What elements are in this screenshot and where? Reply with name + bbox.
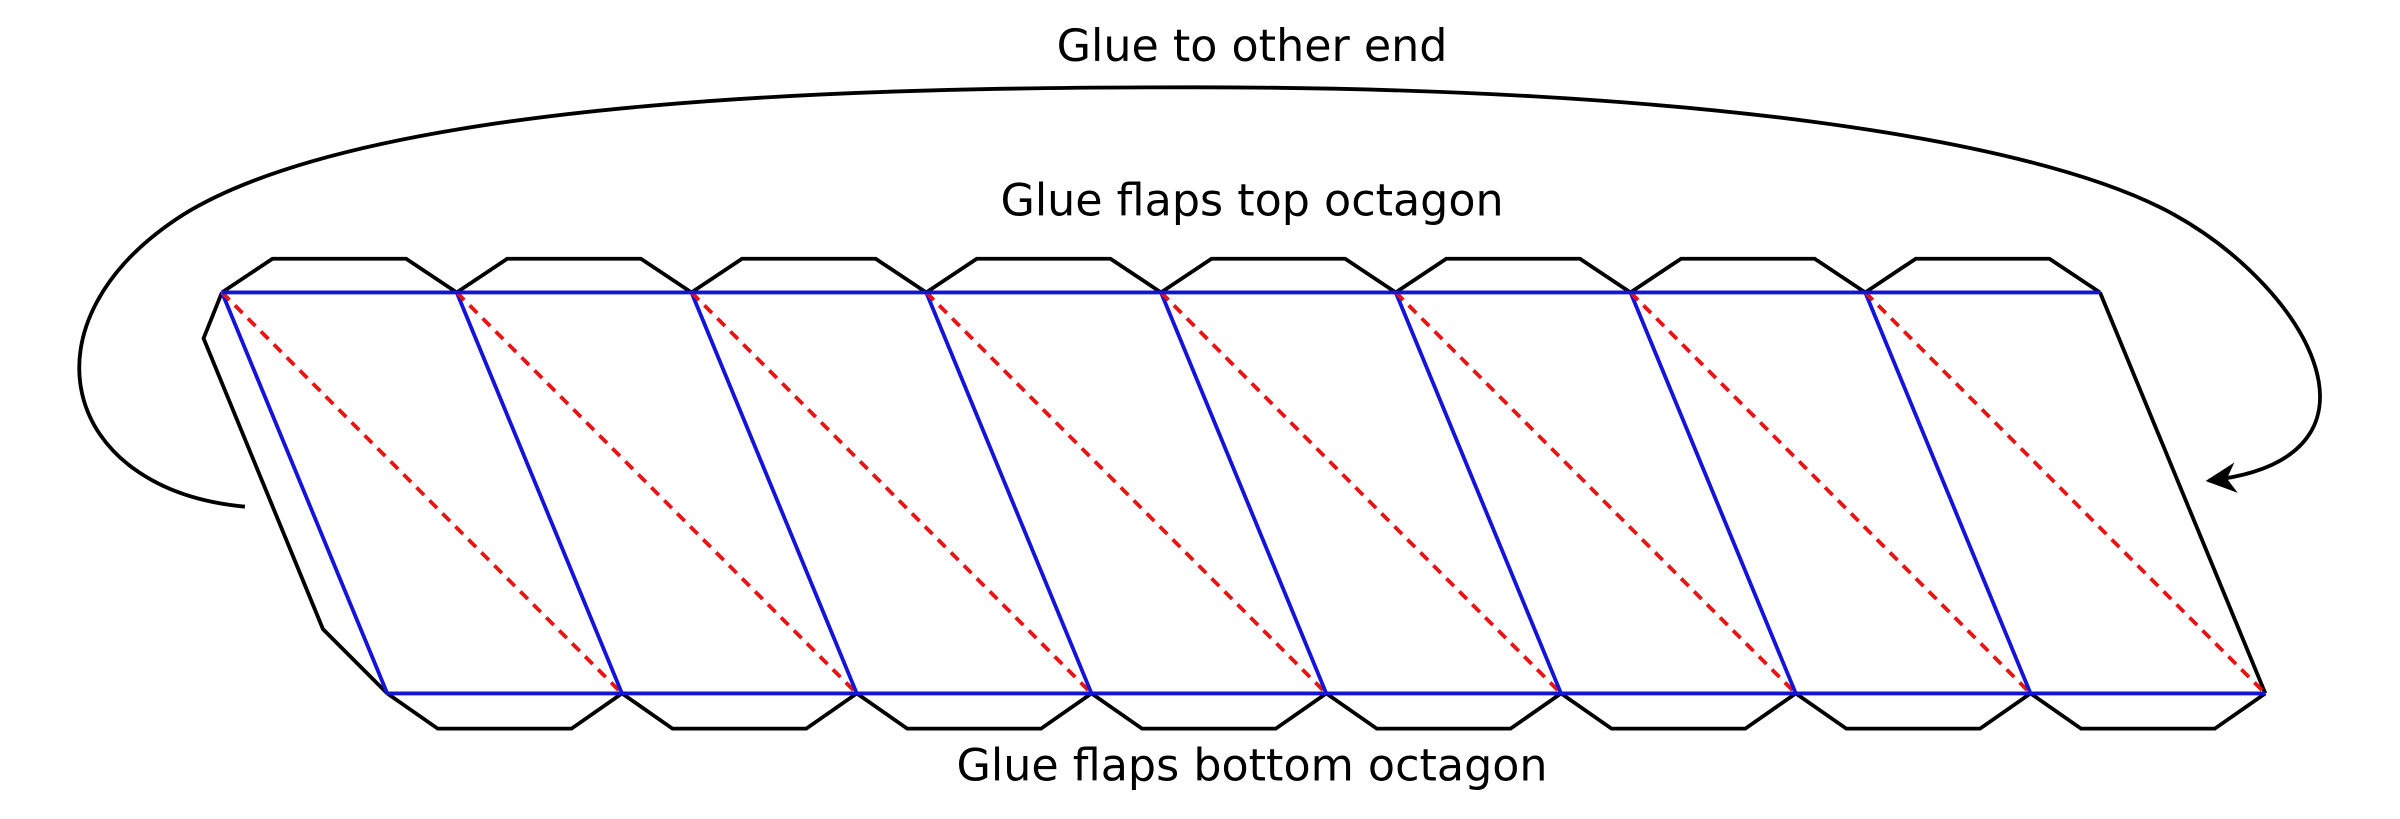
top-flap: [1394, 256, 1632, 295]
top-flap: [220, 256, 458, 295]
fold-line: [1628, 291, 1798, 695]
diagonal-fold: [1394, 291, 1798, 695]
top-flap: [1629, 256, 1867, 295]
bottom-flap: [386, 691, 624, 731]
bottom-flap: [2029, 691, 2267, 731]
diagonal-fold: [455, 291, 859, 695]
glue-arrow: [77, 85, 2322, 509]
bottom-flap: [1325, 691, 1563, 731]
glue-end-label: Glue to other end: [1057, 21, 1448, 72]
fold-line: [454, 291, 624, 695]
top-flap: [1159, 256, 1397, 295]
net-body: [220, 256, 2267, 731]
top-flaps-label: Glue flaps top octagon: [1000, 176, 1503, 227]
top-flap: [690, 256, 928, 295]
bottom-flaps-label: Glue flaps bottom octagon: [957, 740, 1548, 791]
diagonal-fold: [690, 291, 1093, 695]
fold-line: [1863, 291, 2033, 695]
bottom-flap: [855, 691, 1093, 731]
diagonal-fold: [1629, 291, 2032, 695]
bottom-flap: [1090, 691, 1328, 731]
diagonal-fold: [220, 291, 624, 695]
diagonal-fold: [1159, 291, 1563, 695]
diagonal-fold: [1863, 291, 2267, 695]
diagonal-fold: [924, 291, 1328, 695]
fold-line: [689, 291, 859, 695]
bottom-flap: [1794, 691, 2032, 731]
end-edge: [2098, 291, 2268, 695]
bottom-flap: [1559, 691, 1797, 731]
top-flap: [455, 256, 693, 295]
fold-line: [924, 291, 1094, 695]
bottom-flap: [620, 691, 858, 731]
top-flap: [1864, 256, 2102, 295]
top-flap: [925, 256, 1163, 295]
fold-line: [220, 291, 390, 695]
fold-line: [1393, 291, 1563, 695]
fold-line: [1159, 291, 1329, 695]
side-flap: [201, 291, 389, 695]
